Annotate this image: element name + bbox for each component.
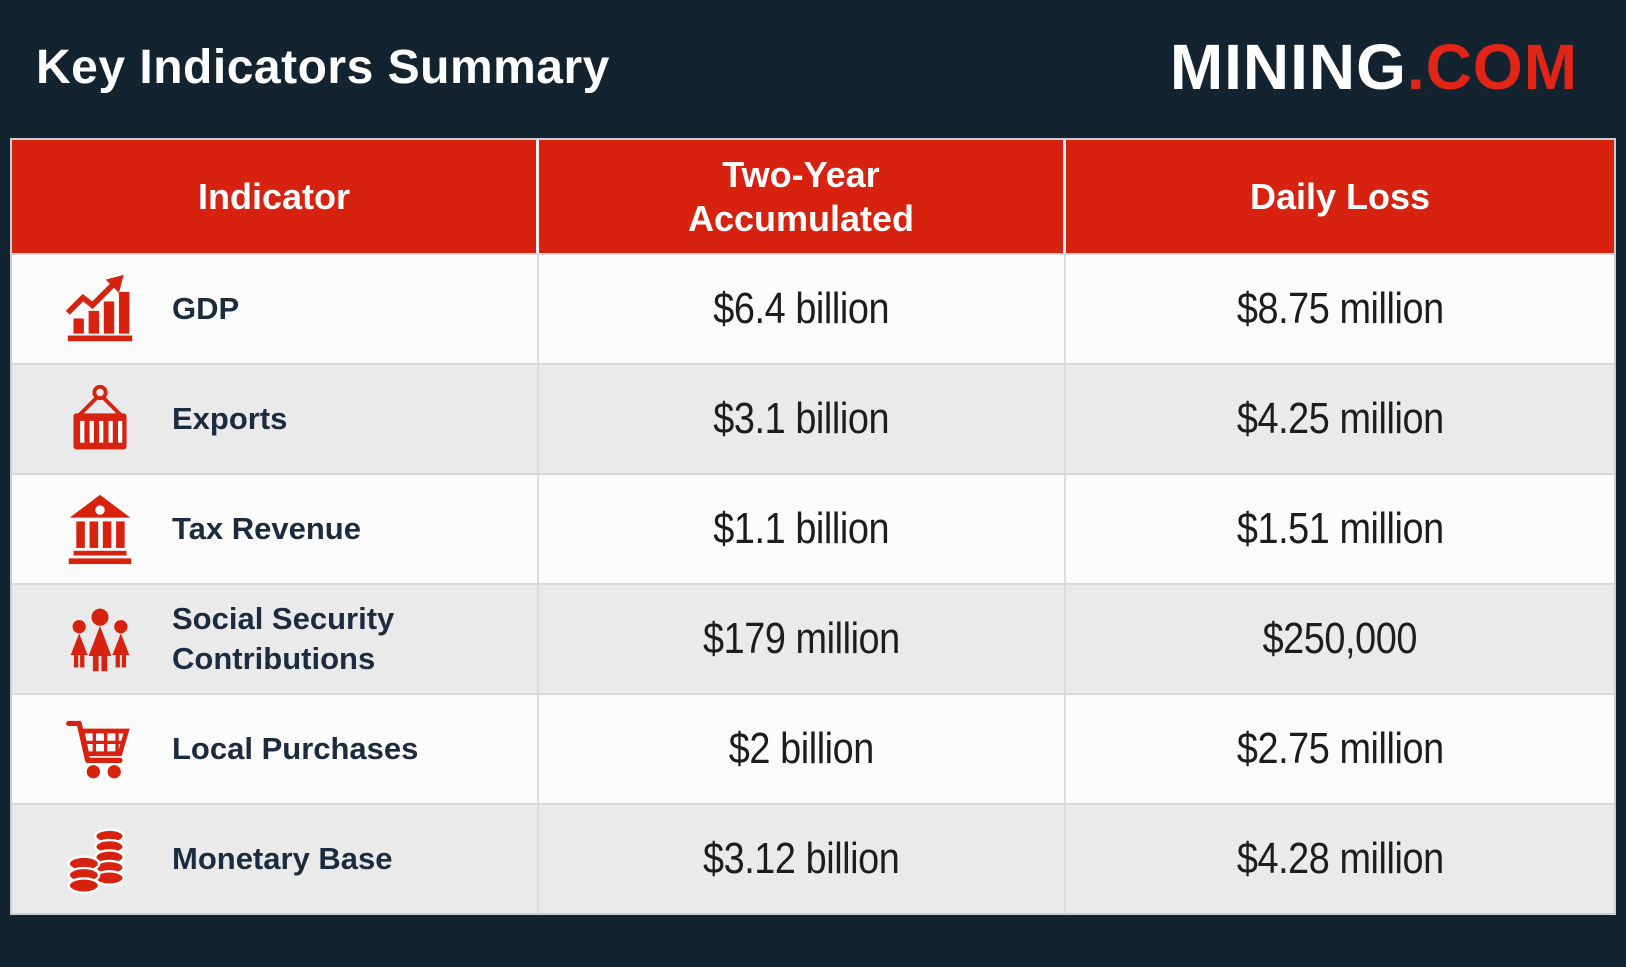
column-header-two-year-accumulated: Two-Year Accumulated [539,140,1066,253]
two-year-value: $1.1 billion [713,504,890,553]
indicator-label: Local Purchases [172,730,419,766]
coin-stacks-icon [60,823,140,895]
two-year-value: $179 million [703,614,900,663]
two-year-value: $2 billion [728,724,875,773]
table-row: Social Security Contributions $179 milli… [12,583,1614,693]
indicator-cell: Social Security Contributions [12,585,539,693]
indicator-label: Tax Revenue [172,510,361,546]
table-row: Exports $3.1 billion $4.25 million [12,363,1614,473]
table-row: Local Purchases $2 billion $2.75 million [12,693,1614,803]
indicator-cell: Tax Revenue [12,475,539,583]
logo-text-mining: MINING [1169,31,1407,103]
two-year-value: $6.4 billion [713,284,890,333]
bar-chart-growth-icon [60,273,140,345]
two-year-accumulated-cell: $6.4 billion [539,255,1066,363]
daily-loss-cell: $4.25 million [1066,365,1614,473]
header-bar: Key Indicators Summary MINING.COM [0,0,1626,128]
indicator-cell: GDP [12,255,539,363]
table-header-row: Indicator Two-Year Accumulated Daily Los… [12,140,1614,253]
two-year-accumulated-cell: $3.12 billion [539,805,1066,913]
daily-loss-value: $1.51 million [1236,504,1444,553]
daily-loss-cell: $4.28 million [1066,805,1614,913]
table-row: Tax Revenue $1.1 billion $1.51 million [12,473,1614,583]
indicator-label: Monetary Base [172,840,393,876]
shopping-cart-icon [60,713,140,785]
column-header-indicator: Indicator [12,140,539,253]
two-year-accumulated-cell: $1.1 billion [539,475,1066,583]
two-year-accumulated-cell: $2 billion [539,695,1066,803]
mining-com-logo: MINING.COM [1170,30,1578,104]
daily-loss-value: $250,000 [1262,614,1418,663]
indicator-label: Social Security Contributions [172,600,395,676]
logo-text-com: .COM [1406,31,1578,103]
table-row: Monetary Base $3.12 billion $4.28 millio… [12,803,1614,913]
daily-loss-value: $8.75 million [1236,284,1444,333]
daily-loss-cell: $1.51 million [1066,475,1614,583]
daily-loss-cell: $2.75 million [1066,695,1614,803]
bank-building-icon [60,493,140,565]
daily-loss-cell: $8.75 million [1066,255,1614,363]
indicator-cell: Monetary Base [12,805,539,913]
column-header-daily-loss: Daily Loss [1066,140,1614,253]
shipping-container-icon [60,383,140,455]
indicator-label: GDP [172,290,240,326]
indicator-label: Exports [172,400,288,436]
daily-loss-value: $2.75 million [1236,724,1444,773]
indicator-cell: Exports [12,365,539,473]
people-group-icon [60,603,140,675]
two-year-value: $3.1 billion [713,394,890,443]
daily-loss-cell: $250,000 [1066,585,1614,693]
daily-loss-value: $4.25 million [1236,394,1444,443]
page-title: Key Indicators Summary [36,40,610,94]
two-year-accumulated-cell: $179 million [539,585,1066,693]
table-row: GDP $6.4 billion $8.75 million [12,253,1614,363]
indicator-cell: Local Purchases [12,695,539,803]
key-indicators-table: Indicator Two-Year Accumulated Daily Los… [10,138,1616,915]
daily-loss-value: $4.28 million [1236,834,1444,883]
column-header-label: Daily Loss [1249,175,1431,217]
two-year-accumulated-cell: $3.1 billion [539,365,1066,473]
two-year-value: $3.12 billion [703,834,900,883]
column-header-label: Indicator [197,175,350,217]
column-header-label: Two-Year Accumulated [687,154,915,239]
